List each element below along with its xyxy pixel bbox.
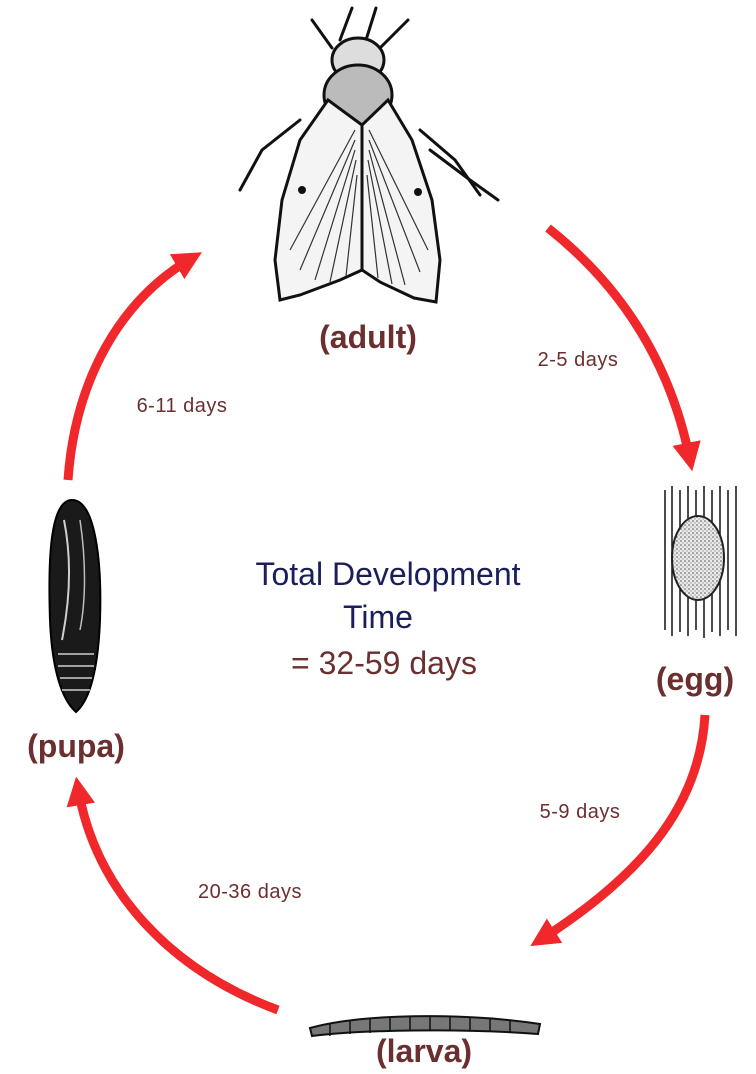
duration-pupa-to-adult: 6-11 days <box>137 395 228 417</box>
pupa-icon <box>48 498 102 714</box>
arrow-pupa-to-adult <box>63 252 202 481</box>
total-title-line1: Total Development <box>255 556 520 592</box>
stage-label-larva: (larva) <box>376 1033 472 1069</box>
total-value: = 32-59 days <box>291 645 477 681</box>
egg-icon <box>664 486 737 638</box>
duration-larva-to-pupa: 20-36 days <box>198 881 302 903</box>
arrow-egg-to-larva <box>530 714 710 947</box>
duration-egg-to-larva: 5-9 days <box>540 801 621 823</box>
stage-label-pupa: (pupa) <box>27 728 125 764</box>
moth-icon <box>238 6 500 304</box>
duration-adult-to-egg: 2-5 days <box>538 349 619 371</box>
stage-label-adult: (adult) <box>319 319 417 355</box>
larva-icon <box>308 1015 542 1038</box>
stage-label-egg: (egg) <box>656 661 734 697</box>
total-title-line2: Time <box>343 599 413 635</box>
arrow-larva-to-pupa <box>66 776 280 1015</box>
arrow-adult-to-egg <box>545 224 701 472</box>
